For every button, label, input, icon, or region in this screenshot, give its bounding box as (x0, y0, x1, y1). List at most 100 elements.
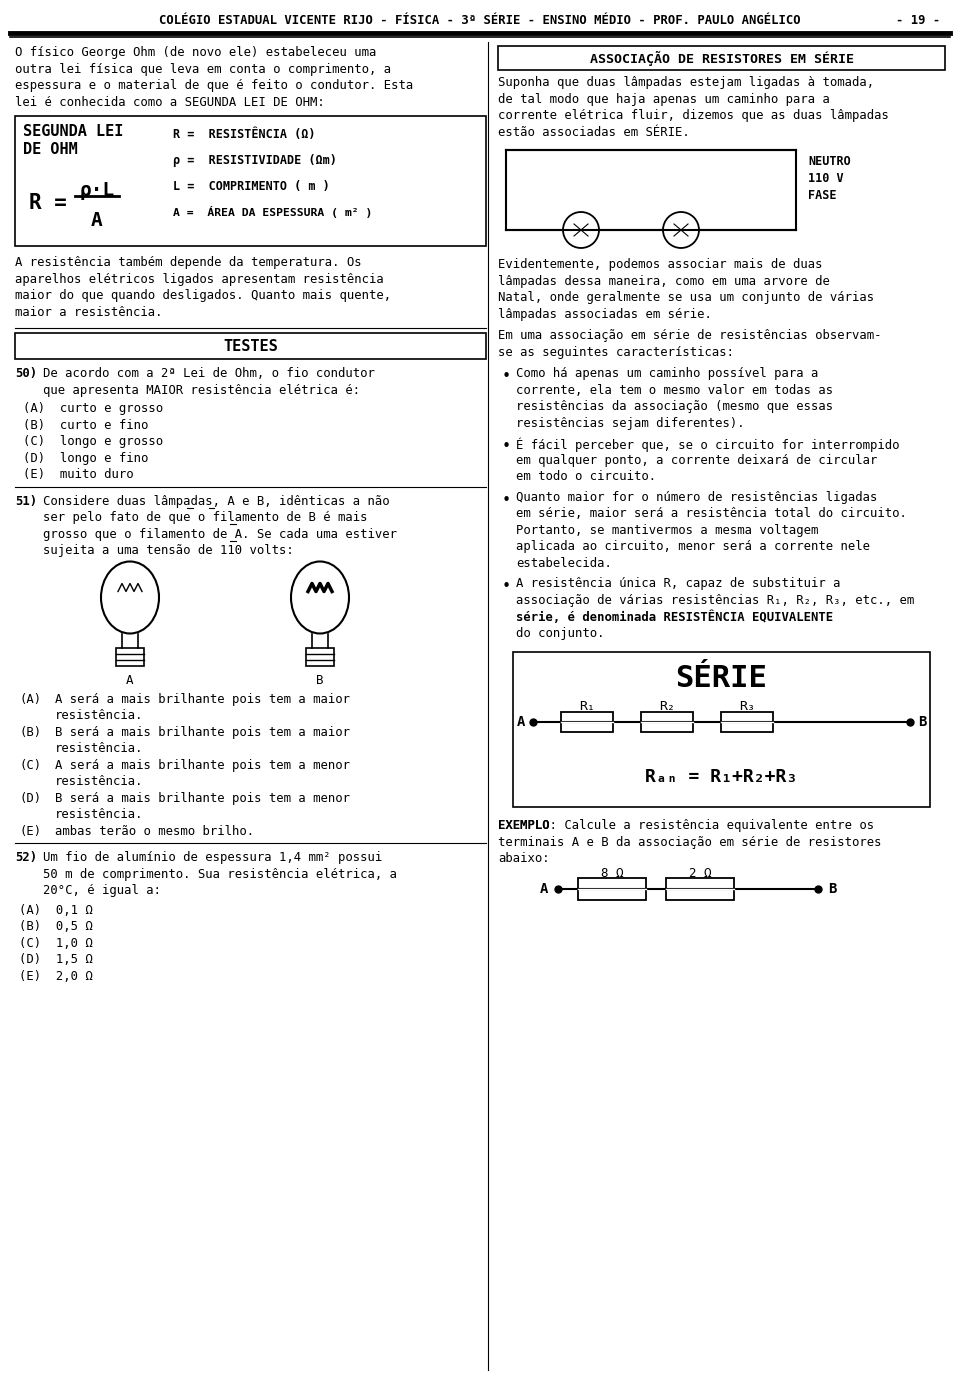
Text: Portanto, se mantivermos a mesma voltagem: Portanto, se mantivermos a mesma voltage… (516, 523, 818, 536)
Text: 51): 51) (15, 494, 37, 507)
Text: (A)  curto e grosso: (A) curto e grosso (23, 402, 163, 416)
Text: estabelecida.: estabelecida. (516, 557, 612, 569)
Text: lâmpadas associadas em série.: lâmpadas associadas em série. (498, 308, 712, 320)
Text: maior a resistência.: maior a resistência. (15, 305, 162, 319)
Text: B será a mais brilhante pois tem a maior: B será a mais brilhante pois tem a maior (55, 725, 350, 739)
Text: A: A (127, 674, 133, 686)
Text: De acordo com a 2ª Lei de Ohm, o fio condutor: De acordo com a 2ª Lei de Ohm, o fio con… (43, 367, 374, 380)
Text: TESTES: TESTES (223, 338, 277, 354)
Text: resistência.: resistência. (55, 708, 143, 722)
Text: outra lei física que leva em conta o comprimento, a: outra lei física que leva em conta o com… (15, 62, 391, 76)
Text: 50): 50) (15, 367, 37, 380)
Text: Um fio de alumínio de espessura 1,4 mm² possui: Um fio de alumínio de espessura 1,4 mm² … (43, 851, 382, 865)
Text: sujeita a uma tensão de 110 volts:: sujeita a uma tensão de 110 volts: (43, 544, 294, 557)
Text: (C): (C) (19, 758, 41, 772)
Text: Natal, onde geralmente se usa um conjunto de várias: Natal, onde geralmente se usa um conjunt… (498, 291, 875, 304)
Text: corrente elétrica fluir, dizemos que as duas lâmpadas: corrente elétrica fluir, dizemos que as … (498, 109, 889, 122)
Text: ambas terão o mesmo brilho.: ambas terão o mesmo brilho. (55, 824, 254, 837)
Text: A: A (516, 715, 525, 729)
Text: - 19 -: - 19 - (896, 14, 940, 28)
Text: resistência.: resistência. (55, 775, 143, 789)
Text: COLÉGIO ESTADUAL VICENTE RIJO - FÍSICA - 3ª SÉRIE - ENSINO MÉDIO - PROF. PAULO A: COLÉGIO ESTADUAL VICENTE RIJO - FÍSICA -… (159, 14, 801, 28)
Text: estão associadas em SÉRIE.: estão associadas em SÉRIE. (498, 126, 689, 138)
Text: em série, maior será a resistência total do circuito.: em série, maior será a resistência total… (516, 507, 907, 521)
Text: Suponha que duas lâmpadas estejam ligadas à tomada,: Suponha que duas lâmpadas estejam ligada… (498, 76, 875, 88)
Text: NEUTRO: NEUTRO (808, 155, 851, 168)
Text: 52): 52) (15, 851, 37, 865)
Text: (B): (B) (19, 725, 41, 739)
Text: R =  RESISTÊNCIA (Ω): R = RESISTÊNCIA (Ω) (173, 128, 316, 141)
Text: abaixo:: abaixo: (498, 852, 550, 865)
Text: aplicada ao circuito, menor será a corrente nele: aplicada ao circuito, menor será a corre… (516, 540, 870, 552)
Text: (D)  1,5 Ω: (D) 1,5 Ω (19, 953, 93, 965)
Text: B: B (918, 715, 926, 729)
Text: associação de várias resistências R₁, R₂, R₃, etc., em: associação de várias resistências R₁, R₂… (516, 594, 914, 606)
Text: A será a mais brilhante pois tem a maior: A será a mais brilhante pois tem a maior (55, 692, 350, 706)
Text: 110 V: 110 V (808, 173, 844, 185)
Text: Rₐₙ = R₁+R₂+R₃: Rₐₙ = R₁+R₂+R₃ (645, 768, 798, 786)
Text: B será a mais brilhante pois tem a menor: B será a mais brilhante pois tem a menor (55, 791, 350, 805)
Text: EXEMPLO: Calcule a resistência equivalente entre os: EXEMPLO: Calcule a resistência equivalen… (498, 819, 875, 831)
Text: grosso que o filamento de A. Se cada uma estiver: grosso que o filamento de A. Se cada uma… (43, 528, 397, 540)
Text: •: • (502, 439, 511, 454)
Bar (498, 46, 945, 70)
Text: se as seguintes características:: se as seguintes características: (498, 345, 734, 359)
Text: (E): (E) (19, 824, 41, 837)
Text: •: • (502, 493, 511, 507)
Text: •: • (502, 369, 511, 384)
Text: (A)  0,1 Ω: (A) 0,1 Ω (19, 903, 93, 917)
Text: resistência.: resistência. (55, 808, 143, 820)
Text: que apresenta MAIOR resistência elétrica é:: que apresenta MAIOR resistência elétrica… (43, 384, 360, 396)
Text: Considere duas lâmpadas, A e B, idênticas a não: Considere duas lâmpadas, A e B, idêntica… (43, 494, 390, 507)
Text: maior do que quando desligados. Quanto mais quente,: maior do que quando desligados. Quanto m… (15, 289, 391, 302)
Text: DE OHM: DE OHM (23, 142, 78, 157)
Text: Quanto maior for o número de resistências ligadas: Quanto maior for o número de resistência… (516, 490, 877, 504)
Text: (E)  muito duro: (E) muito duro (23, 468, 133, 481)
Circle shape (663, 213, 699, 249)
Text: (D): (D) (19, 791, 41, 805)
Text: Em uma associação em série de resistências observam-: Em uma associação em série de resistênci… (498, 329, 881, 342)
Bar (116, 648, 144, 666)
Text: 20°C, é igual a:: 20°C, é igual a: (43, 884, 161, 898)
Text: R₂: R₂ (659, 700, 675, 713)
Bar (561, 713, 613, 732)
Text: A resistência única R, capaz de substituir a: A resistência única R, capaz de substitu… (516, 577, 841, 590)
Text: ASSOCIAÇÃO DE RESISTORES EM SÉRIE: ASSOCIAÇÃO DE RESISTORES EM SÉRIE (589, 51, 853, 65)
Text: A: A (91, 211, 103, 231)
Text: lei é conhecida como a SEGUNDA LEI DE OHM:: lei é conhecida como a SEGUNDA LEI DE OH… (15, 95, 324, 109)
Text: Evidentemente, podemos associar mais de duas: Evidentemente, podemos associar mais de … (498, 258, 823, 271)
Text: (D)  longo e fino: (D) longo e fino (23, 452, 149, 464)
Text: ser pelo fato de que o filamento de B é mais: ser pelo fato de que o filamento de B é … (43, 511, 368, 523)
Text: espessura e o material de que é feito o condutor. Esta: espessura e o material de que é feito o … (15, 79, 413, 93)
Text: Como há apenas um caminho possível para a: Como há apenas um caminho possível para … (516, 367, 818, 380)
Text: (C)  longo e grosso: (C) longo e grosso (23, 435, 163, 447)
Text: SEGUNDA LEI: SEGUNDA LEI (23, 124, 124, 139)
Text: É fácil perceber que, se o circuito for interrompido: É fácil perceber que, se o circuito for … (516, 436, 900, 452)
Text: B: B (316, 674, 324, 686)
Text: A =  ÁREA DA ESPESSURA ( m² ): A = ÁREA DA ESPESSURA ( m² ) (173, 206, 372, 218)
Circle shape (563, 213, 599, 249)
Text: 8 Ω: 8 Ω (601, 866, 623, 880)
Text: O físico George Ohm (de novo ele) estabeleceu uma: O físico George Ohm (de novo ele) estabe… (15, 46, 376, 59)
Text: A será a mais brilhante pois tem a menor: A será a mais brilhante pois tem a menor (55, 758, 350, 772)
Text: terminais A e B da associação em série de resistores: terminais A e B da associação em série d… (498, 836, 881, 848)
Text: SÉRIE: SÉRIE (676, 664, 767, 693)
Text: resistências da associação (mesmo que essas: resistências da associação (mesmo que es… (516, 400, 833, 413)
Text: ρ·L: ρ·L (80, 181, 114, 200)
Text: corrente, ela tem o mesmo valor em todas as: corrente, ela tem o mesmo valor em todas… (516, 384, 833, 396)
Text: lâmpadas dessa maneira, como em uma arvore de: lâmpadas dessa maneira, como em uma arvo… (498, 275, 829, 287)
Text: •: • (502, 579, 511, 594)
Bar (578, 877, 646, 899)
Text: do conjunto.: do conjunto. (516, 627, 605, 639)
Text: A resistência também depende da temperatura. Os: A resistência também depende da temperat… (15, 255, 362, 269)
Ellipse shape (291, 562, 349, 634)
Text: de tal modo que haja apenas um caminho para a: de tal modo que haja apenas um caminho p… (498, 93, 829, 105)
Bar (513, 652, 930, 807)
Text: em todo o circuito.: em todo o circuito. (516, 470, 656, 483)
Bar (721, 713, 773, 732)
Text: R₁: R₁ (579, 700, 595, 713)
Text: B: B (828, 881, 836, 895)
Text: L =  COMPRIMENTO ( m ): L = COMPRIMENTO ( m ) (173, 180, 329, 193)
Text: (A): (A) (19, 692, 41, 706)
Text: aparelhos elétricos ligados apresentam resistência: aparelhos elétricos ligados apresentam r… (15, 272, 384, 286)
